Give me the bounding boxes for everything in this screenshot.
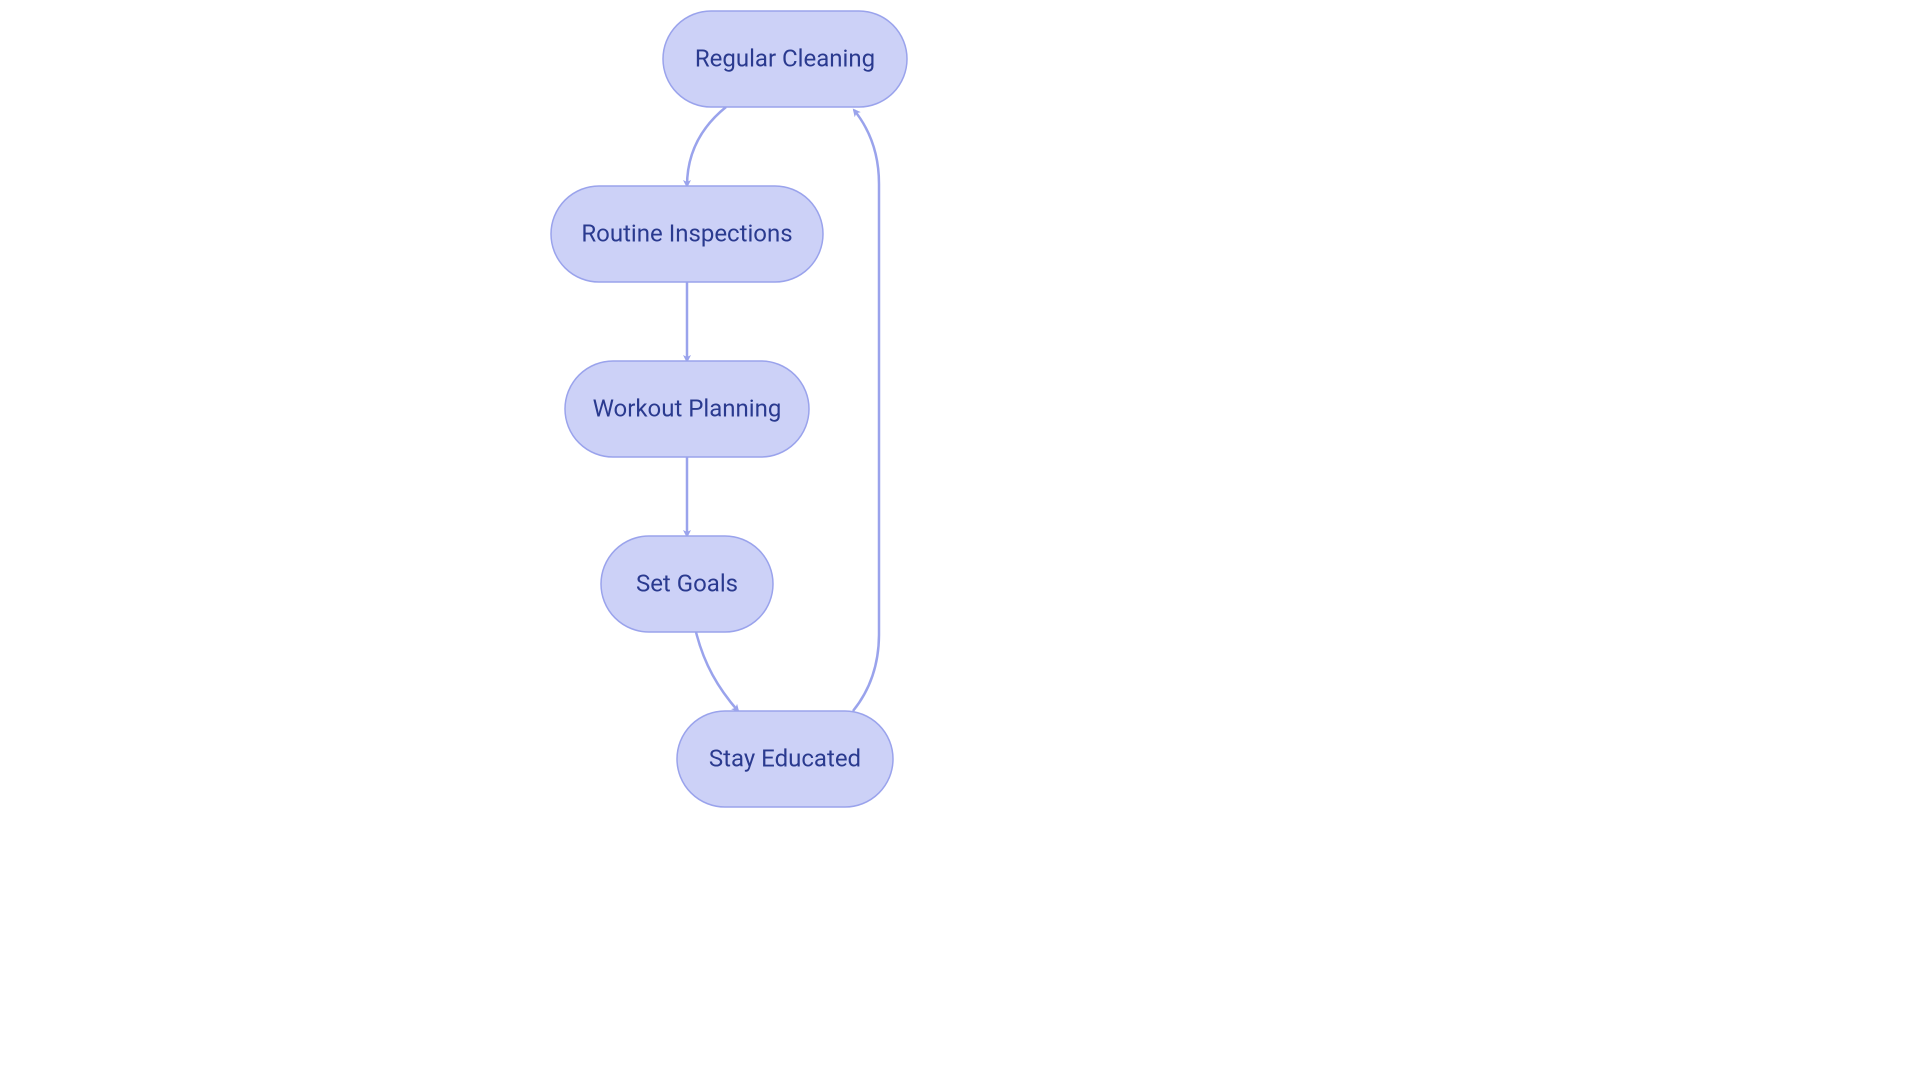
node-n5: Stay Educated <box>677 711 893 807</box>
edge-n5-n1 <box>853 110 879 711</box>
edge-n4-n5 <box>696 632 738 711</box>
node-label: Routine Inspections <box>581 219 792 247</box>
node-n3: Workout Planning <box>565 361 809 457</box>
node-label: Workout Planning <box>593 394 782 422</box>
node-n2: Routine Inspections <box>551 186 823 282</box>
node-label: Regular Cleaning <box>695 44 875 72</box>
edge-n1-n2 <box>687 107 726 186</box>
flowchart-canvas: Regular Cleaning Routine Inspections Worko… <box>0 0 1920 1083</box>
node-n4: Set Goals <box>601 536 773 632</box>
node-label: Set Goals <box>636 569 738 597</box>
node-label: Stay Educated <box>709 744 861 772</box>
node-n1: Regular Cleaning <box>663 11 907 107</box>
